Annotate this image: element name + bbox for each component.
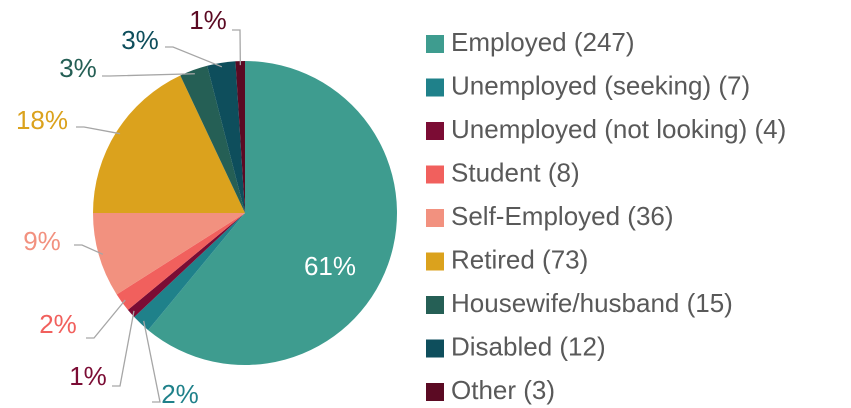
pie-slice: [235, 61, 245, 213]
legend-label: Employed (247): [451, 27, 635, 57]
leader-line: [112, 310, 135, 387]
legend-label: Unemployed (seeking) (7): [451, 70, 750, 100]
pie-slice: [134, 213, 245, 331]
legend-swatch: [426, 209, 444, 227]
leader-line: [143, 320, 161, 403]
pie-slice: [93, 75, 245, 214]
data-label: 1%: [189, 5, 227, 35]
pie-slice: [127, 213, 245, 318]
leader-line: [165, 46, 223, 68]
legend-label: Unemployed (not looking) (4): [451, 114, 786, 144]
legend-label: Retired (73): [451, 244, 588, 274]
pie-slice: [180, 65, 245, 213]
legend-label: Housewife/husband (15): [451, 288, 733, 318]
pie-slice: [116, 213, 245, 310]
leader-line: [76, 126, 121, 135]
pie-slice: [207, 61, 245, 213]
data-label: 61%: [304, 251, 356, 281]
data-label: 3%: [59, 53, 97, 83]
legend-swatch: [426, 383, 444, 401]
leader-line: [102, 73, 195, 77]
legend-label: Other (3): [451, 375, 555, 405]
legend-label: Disabled (12): [451, 331, 606, 361]
pie-slice: [93, 213, 245, 295]
data-label: 2%: [39, 309, 77, 339]
leader-line: [74, 244, 104, 255]
data-label: 3%: [121, 25, 159, 55]
legend-swatch: [426, 35, 444, 53]
legend-label: Student (8): [451, 157, 580, 187]
data-label: 1%: [69, 361, 107, 391]
leader-line: [86, 299, 126, 339]
legend-swatch: [426, 252, 444, 271]
legend-swatch: [426, 78, 444, 97]
legend-swatch: [426, 122, 444, 140]
legend-swatch: [426, 339, 444, 358]
pie-slice: [148, 61, 398, 365]
data-label: 18%: [16, 105, 68, 135]
data-label: 9%: [23, 226, 61, 256]
data-label: 2%: [161, 379, 199, 408]
legend-swatch: [426, 296, 444, 314]
legend-label: Self-Employed (36): [451, 201, 674, 231]
legend-swatch: [426, 165, 444, 184]
leader-line: [232, 29, 242, 66]
